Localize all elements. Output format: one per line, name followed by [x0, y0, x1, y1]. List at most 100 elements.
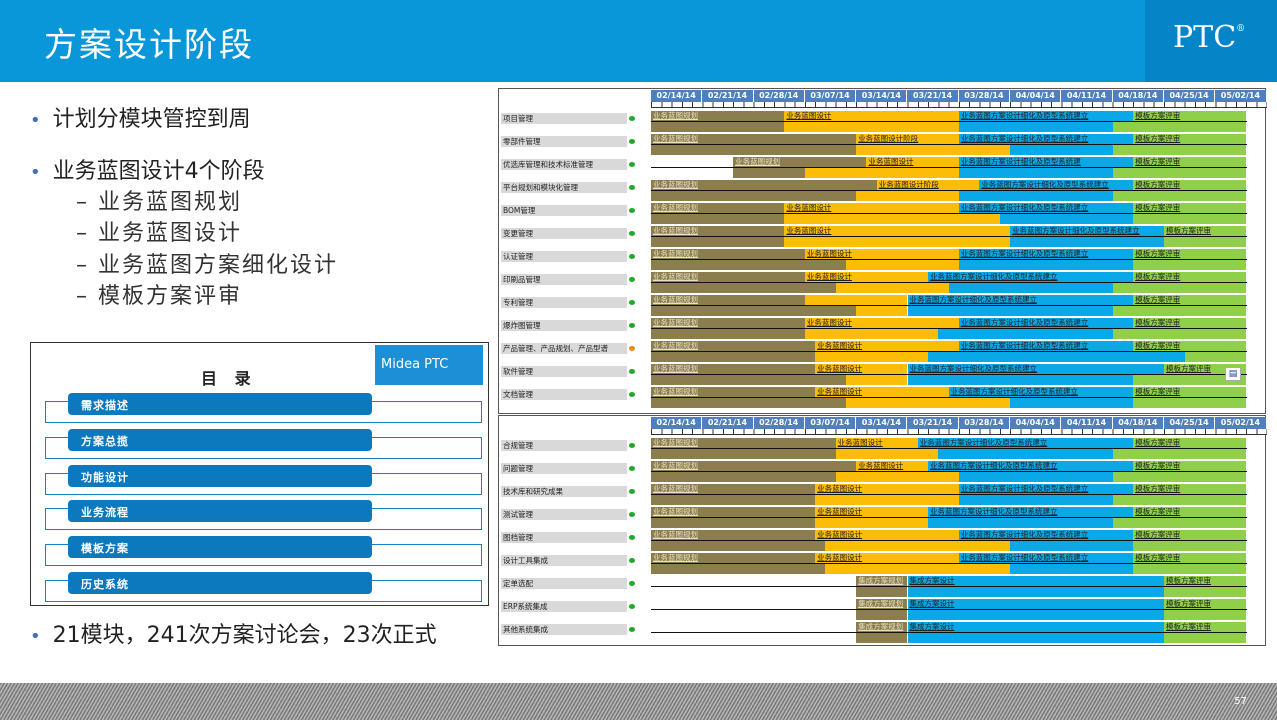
actual-bar-detail[interactable]: [1010, 564, 1134, 574]
planned-bar-detail[interactable]: 业务蓝图方案设计细化及原型系统建立: [928, 461, 1134, 471]
actual-bar-detail[interactable]: [907, 587, 1164, 597]
actual-bar-design[interactable]: [815, 495, 959, 505]
actual-bar-detail[interactable]: [938, 449, 1113, 459]
directory-item[interactable]: 模板方案: [45, 536, 482, 567]
actual-bar-review[interactable]: [1112, 306, 1247, 316]
actual-bar-review[interactable]: [1184, 352, 1247, 362]
actual-bar-design[interactable]: [784, 122, 959, 132]
planned-bar-review[interactable]: 模板方案评审: [1133, 484, 1247, 494]
actual-bar-review[interactable]: [1112, 283, 1247, 293]
planned-bar-plan[interactable]: 业务蓝图规划: [651, 226, 785, 236]
planned-bar-design[interactable]: [804, 295, 908, 305]
module-name[interactable]: 技术库和研究成果: [501, 486, 627, 497]
planned-bar-review[interactable]: 模板方案评审: [1164, 622, 1247, 632]
actual-bar-review[interactable]: [1112, 449, 1247, 459]
planned-bar-detail[interactable]: 业务蓝图方案设计细化及原型系统建立: [958, 530, 1134, 540]
actual-bar-review[interactable]: [1133, 214, 1247, 224]
planned-bar-design[interactable]: 业务蓝图设计: [784, 203, 959, 213]
planned-bar-detail[interactable]: 业务蓝图方案设计细化及原型系统建立: [958, 203, 1134, 213]
actual-bar-plan[interactable]: [651, 495, 816, 505]
planned-bar-detail[interactable]: 业务蓝图方案设计细化及原型系统建立: [958, 318, 1134, 328]
module-name[interactable]: 文档管理: [501, 389, 627, 400]
directory-item[interactable]: 历史系统: [45, 572, 482, 602]
directory-item[interactable]: 功能设计: [45, 464, 482, 495]
module-name[interactable]: 认证管理: [501, 251, 627, 262]
planned-bar-plan[interactable]: 集成方案规划: [856, 599, 908, 609]
planned-bar-plan[interactable]: 业务蓝图规划: [651, 364, 816, 374]
planned-bar-plan[interactable]: 业务蓝图规划: [651, 295, 805, 305]
module-name[interactable]: 软件管理: [501, 366, 627, 377]
planned-bar-design[interactable]: 业务蓝图设计: [815, 364, 908, 374]
planned-bar-plan[interactable]: 业务蓝图规划: [651, 553, 816, 563]
planned-bar-design[interactable]: 业务蓝图设计: [815, 507, 929, 517]
module-name[interactable]: 专利管理: [501, 297, 627, 308]
planned-bar-detail[interactable]: 业务蓝图方案设计细化及原型系统建立: [958, 553, 1134, 563]
module-name[interactable]: 问题管理: [501, 463, 627, 474]
directory-item-label[interactable]: 需求描述: [68, 393, 372, 415]
directory-item[interactable]: 需求描述: [45, 393, 482, 423]
directory-item-label[interactable]: 历史系统: [68, 572, 372, 594]
actual-bar-review[interactable]: [1133, 398, 1247, 408]
planned-bar-review[interactable]: 模板方案评审: [1133, 387, 1247, 397]
planned-bar-detail[interactable]: 集成方案设计: [907, 576, 1164, 586]
actual-bar-design[interactable]: [856, 191, 959, 201]
actual-bar-plan[interactable]: [651, 352, 816, 362]
actual-bar-design[interactable]: [825, 564, 1011, 574]
planned-bar-design[interactable]: 业务蓝图设计: [815, 341, 959, 351]
planned-bar-detail[interactable]: 集成方案设计: [907, 622, 1164, 632]
planned-bar-design[interactable]: 业务蓝图设计阶段: [876, 180, 980, 190]
actual-bar-plan[interactable]: [651, 329, 805, 339]
actual-bar-design[interactable]: [804, 329, 939, 339]
actual-bar-plan[interactable]: [651, 541, 826, 551]
module-name[interactable]: 合规管理: [501, 440, 627, 451]
planned-bar-detail[interactable]: 业务蓝图方案设计细化及原型系统建: [958, 157, 1134, 167]
actual-bar-review[interactable]: [1133, 541, 1247, 551]
planned-bar-review[interactable]: 模板方案评审: [1133, 272, 1247, 282]
directory-item-label[interactable]: 功能设计: [68, 464, 372, 487]
planned-bar-plan[interactable]: 业务蓝图规划: [651, 272, 805, 282]
actual-bar-design[interactable]: [845, 375, 908, 385]
module-name[interactable]: 爆炸图管理: [501, 320, 627, 331]
planned-bar-design[interactable]: 业务蓝图设计: [815, 530, 959, 540]
module-name[interactable]: 图档管理: [501, 532, 627, 543]
planned-bar-design[interactable]: 业务蓝图设计: [784, 111, 959, 121]
planned-bar-detail[interactable]: 业务蓝图方案设计细化及原型系统建立: [948, 387, 1134, 397]
planned-bar-detail[interactable]: 业务蓝图方案设计细化及原型系统建立: [958, 134, 1134, 144]
actual-bar-plan[interactable]: [856, 587, 908, 597]
module-name[interactable]: 变更管理: [501, 228, 627, 239]
actual-bar-design[interactable]: [835, 449, 939, 459]
actual-bar-detail[interactable]: [907, 375, 1134, 385]
directory-item-label[interactable]: 业务流程: [68, 500, 372, 523]
planned-bar-detail[interactable]: 业务蓝图方案设计细化及原型系统建立: [928, 272, 1134, 282]
planned-bar-design[interactable]: 业务蓝图设计: [815, 387, 949, 397]
directory-item-label[interactable]: 方案总揽: [68, 428, 372, 451]
planned-bar-detail[interactable]: 业务蓝图方案设计细化及原型系统建立: [958, 111, 1134, 121]
planned-bar-plan[interactable]: 业务蓝图规划: [651, 530, 816, 540]
planned-bar-plan[interactable]: 业务蓝图规划: [651, 438, 836, 448]
actual-bar-detail[interactable]: [958, 260, 1134, 270]
actual-bar-detail[interactable]: [1010, 237, 1164, 247]
planned-bar-plan[interactable]: 业务蓝图规划: [733, 157, 867, 167]
actual-bar-plan[interactable]: [651, 260, 846, 270]
actual-bar-plan[interactable]: [733, 168, 805, 178]
planned-bar-detail[interactable]: 集成方案设计: [907, 599, 1164, 609]
planned-bar-review[interactable]: 模板方案评审: [1133, 341, 1247, 351]
planned-bar-review[interactable]: 模板方案评审: [1164, 226, 1247, 236]
planned-bar-review[interactable]: 模板方案评审: [1164, 599, 1247, 609]
planned-bar-review[interactable]: 模板方案评审: [1133, 461, 1247, 471]
planned-bar-review[interactable]: 模板方案评审: [1133, 530, 1247, 540]
planned-bar-plan[interactable]: 业务蓝图规划: [651, 180, 877, 190]
actual-bar-detail[interactable]: [958, 495, 1113, 505]
directory-item-label[interactable]: 模板方案: [68, 536, 372, 559]
planned-bar-review[interactable]: 模板方案评审: [1133, 180, 1247, 190]
actual-bar-detail[interactable]: [938, 329, 1113, 339]
actual-bar-review[interactable]: [1112, 122, 1247, 132]
planned-bar-detail[interactable]: 业务蓝图方案设计细化及原型系统建立: [979, 180, 1134, 190]
actual-bar-detail[interactable]: [958, 168, 1113, 178]
actual-bar-review[interactable]: [1112, 472, 1247, 482]
planned-bar-detail[interactable]: 业务蓝图方案设计细化及原型系统建立: [928, 507, 1134, 517]
module-name[interactable]: 测试管理: [501, 509, 627, 520]
planned-bar-plan[interactable]: 集成方案规划: [856, 576, 908, 586]
actual-bar-design[interactable]: [856, 306, 908, 316]
planned-bar-plan[interactable]: 集成方案规划: [856, 622, 908, 632]
